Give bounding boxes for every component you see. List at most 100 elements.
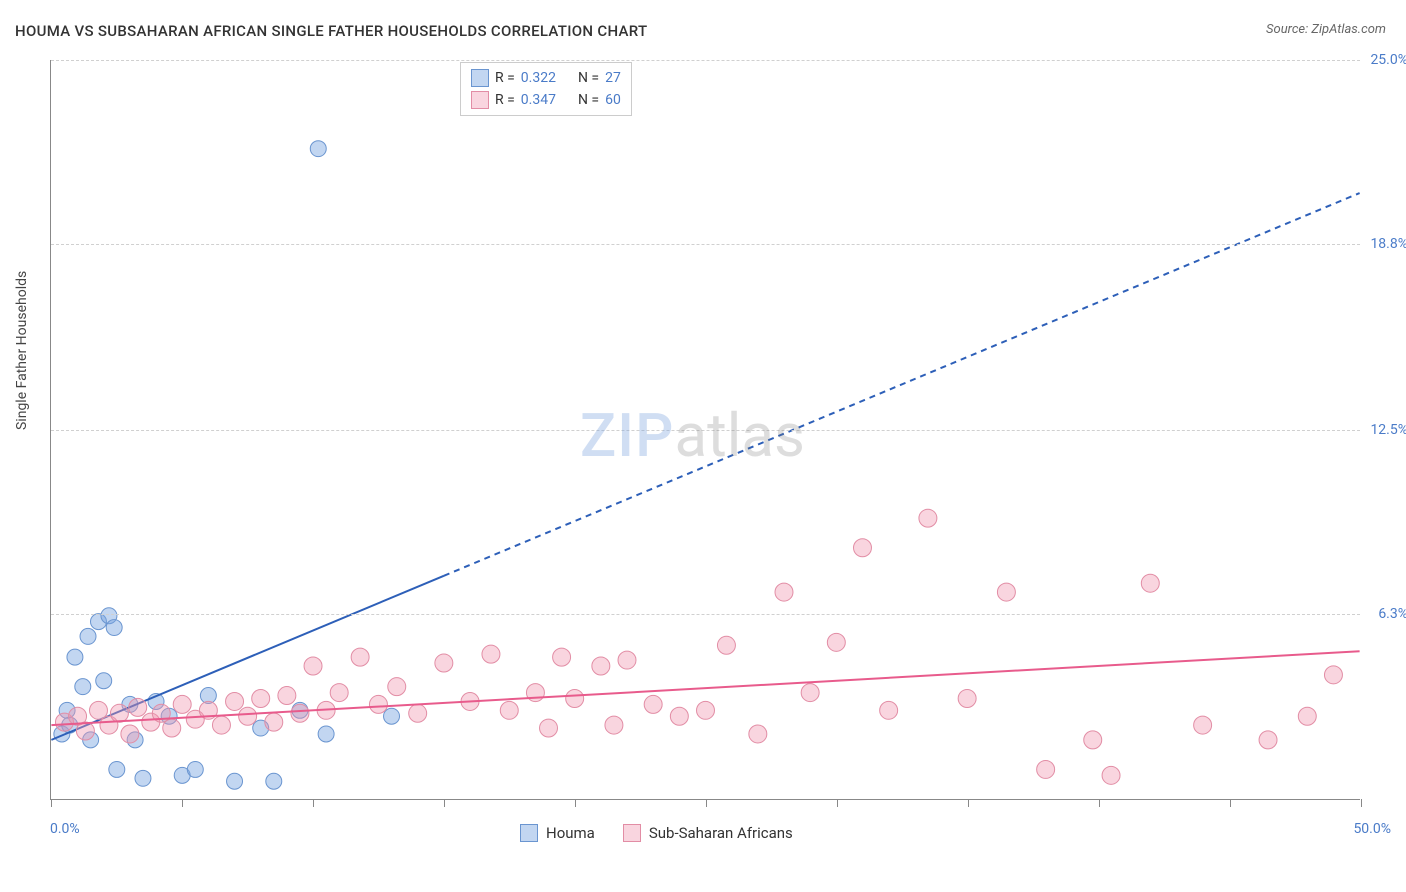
data-point-ssa xyxy=(304,657,322,675)
data-point-houma xyxy=(75,679,91,695)
x-tick xyxy=(575,799,576,807)
gridline xyxy=(51,60,1360,61)
data-point-ssa xyxy=(351,648,369,666)
data-point-ssa xyxy=(717,636,735,654)
data-point-ssa xyxy=(369,695,387,713)
data-point-ssa xyxy=(1194,716,1212,734)
x-tick xyxy=(182,799,183,807)
data-point-ssa xyxy=(1102,766,1120,784)
data-point-houma xyxy=(227,773,243,789)
legend-swatch xyxy=(623,824,641,842)
data-point-houma xyxy=(67,649,83,665)
x-tick xyxy=(1230,799,1231,807)
legend-swatch-houma xyxy=(471,69,489,87)
data-point-ssa xyxy=(500,701,518,719)
data-point-ssa xyxy=(553,648,571,666)
x-tick xyxy=(837,799,838,807)
legend-N-label: N = xyxy=(578,92,599,108)
legend-swatch xyxy=(520,824,538,842)
legend-N-label: N = xyxy=(578,70,599,86)
source-attribution: Source: ZipAtlas.com xyxy=(1266,22,1386,37)
trendline-dashed-houma xyxy=(444,193,1360,576)
legend-stat-row-ssa: R =0.347N =60 xyxy=(471,89,621,111)
data-point-ssa xyxy=(958,690,976,708)
data-point-ssa xyxy=(997,583,1015,601)
x-axis-start-label: 0.0% xyxy=(50,821,80,837)
data-point-ssa xyxy=(278,687,296,705)
data-point-houma xyxy=(187,761,203,777)
data-point-ssa xyxy=(388,678,406,696)
legend-item: Houma xyxy=(520,824,595,842)
data-point-houma xyxy=(96,673,112,689)
data-point-ssa xyxy=(1324,666,1342,684)
chart-title: HOUMA VS SUBSAHARAN AFRICAN SINGLE FATHE… xyxy=(15,22,647,40)
data-point-ssa xyxy=(121,725,139,743)
data-point-ssa xyxy=(76,722,94,740)
legend-label: Sub-Saharan Africans xyxy=(649,824,793,842)
data-point-ssa xyxy=(592,657,610,675)
plot-area: 6.3%12.5%18.8%25.0% xyxy=(50,60,1360,800)
data-point-ssa xyxy=(644,695,662,713)
data-point-ssa xyxy=(1141,574,1159,592)
data-point-ssa xyxy=(880,701,898,719)
legend-R-value-ssa: 0.347 xyxy=(521,92,556,108)
x-tick xyxy=(51,799,52,807)
data-point-ssa xyxy=(330,684,348,702)
y-tick-label: 12.5% xyxy=(1370,422,1406,438)
data-point-ssa xyxy=(775,583,793,601)
data-point-ssa xyxy=(853,539,871,557)
legend-N-value-houma: 27 xyxy=(605,70,621,86)
x-tick xyxy=(706,799,707,807)
x-tick xyxy=(1099,799,1100,807)
chart-container: HOUMA VS SUBSAHARAN AFRICAN SINGLE FATHE… xyxy=(0,0,1406,892)
data-point-ssa xyxy=(239,707,257,725)
data-point-houma xyxy=(80,628,96,644)
x-tick xyxy=(444,799,445,807)
data-point-houma xyxy=(109,761,125,777)
data-point-ssa xyxy=(540,719,558,737)
legend-R-label: R = xyxy=(495,92,515,108)
data-point-ssa xyxy=(1084,731,1102,749)
gridline xyxy=(51,614,1360,615)
data-point-ssa xyxy=(1298,707,1316,725)
legend-swatch-ssa xyxy=(471,91,489,109)
data-point-ssa xyxy=(173,695,191,713)
data-point-ssa xyxy=(482,645,500,663)
y-tick-label: 25.0% xyxy=(1370,52,1406,68)
data-point-houma xyxy=(318,726,334,742)
data-point-ssa xyxy=(670,707,688,725)
data-point-ssa xyxy=(129,698,147,716)
x-tick xyxy=(968,799,969,807)
data-point-ssa xyxy=(226,692,244,710)
data-point-ssa xyxy=(1037,760,1055,778)
data-point-ssa xyxy=(566,690,584,708)
data-point-ssa xyxy=(212,716,230,734)
data-point-ssa xyxy=(801,684,819,702)
data-point-houma xyxy=(384,708,400,724)
data-point-ssa xyxy=(919,509,937,527)
y-axis-label: Single Father Households xyxy=(14,271,30,430)
data-point-ssa xyxy=(252,690,270,708)
y-tick-label: 18.8% xyxy=(1370,236,1406,252)
data-point-houma xyxy=(106,620,122,636)
y-tick-label: 6.3% xyxy=(1378,606,1406,622)
data-point-houma xyxy=(135,770,151,786)
data-point-ssa xyxy=(163,719,181,737)
data-point-houma xyxy=(310,141,326,157)
data-point-ssa xyxy=(1259,731,1277,749)
data-point-houma xyxy=(266,773,282,789)
data-point-ssa xyxy=(110,704,128,722)
legend-R-value-houma: 0.322 xyxy=(521,70,556,86)
data-point-ssa xyxy=(697,701,715,719)
data-point-ssa xyxy=(265,713,283,731)
data-point-ssa xyxy=(749,725,767,743)
x-axis-end-label: 50.0% xyxy=(1353,821,1391,837)
data-point-ssa xyxy=(827,633,845,651)
legend-R-label: R = xyxy=(495,70,515,86)
gridline xyxy=(51,244,1360,245)
data-point-ssa xyxy=(409,704,427,722)
data-point-ssa xyxy=(291,704,309,722)
x-tick xyxy=(313,799,314,807)
data-point-ssa xyxy=(618,651,636,669)
legend-statistics: R =0.322N =27R =0.347N =60 xyxy=(460,62,632,116)
